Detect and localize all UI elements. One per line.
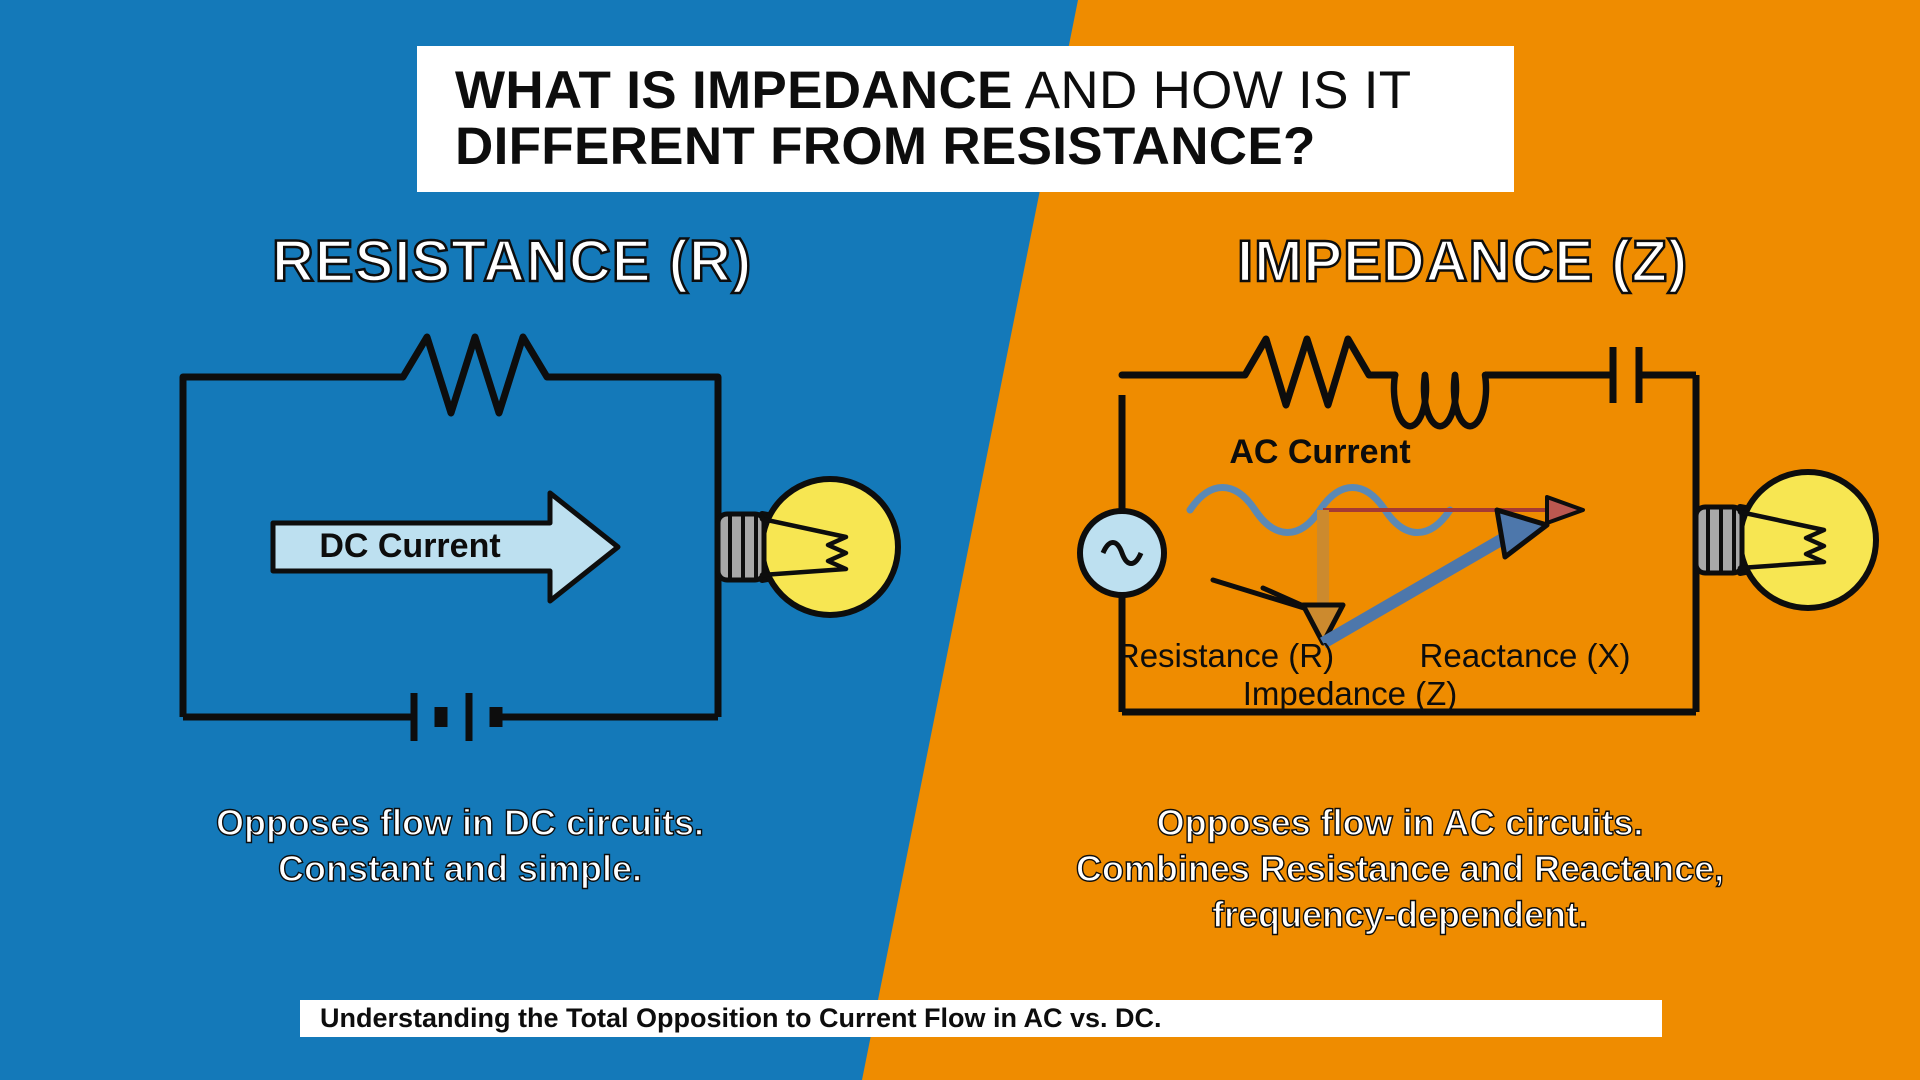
svg-text:Resistance (R): Resistance (R) — [1116, 637, 1334, 674]
svg-text:AC Current: AC Current — [1229, 433, 1410, 471]
svg-text:Impedance (Z): Impedance (Z) — [1243, 675, 1458, 712]
svg-text:DC Current: DC Current — [319, 527, 500, 565]
svg-text:Reactance (X): Reactance (X) — [1420, 637, 1631, 674]
